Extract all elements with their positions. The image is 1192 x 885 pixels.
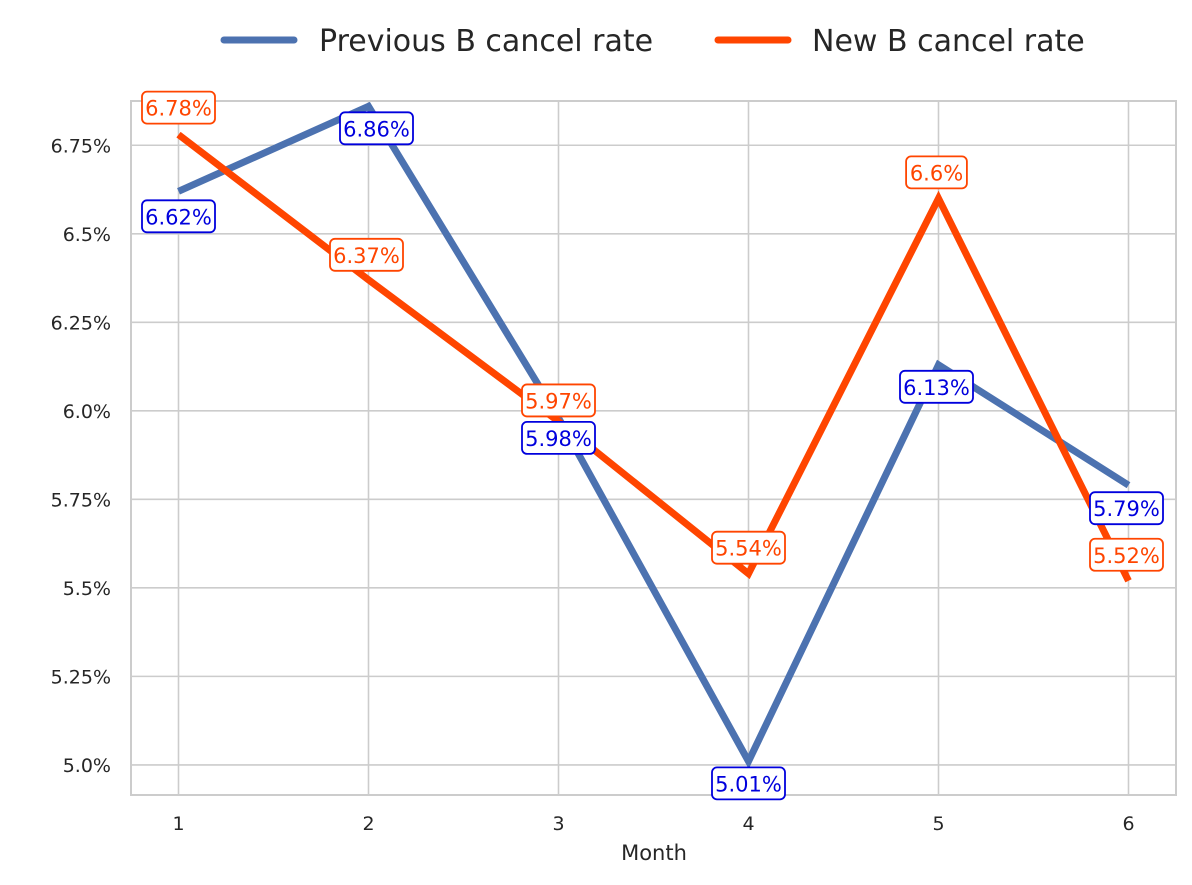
data-label-box (899, 369, 974, 404)
y-tick-label: 6.25% (51, 312, 111, 334)
x-tick-label: 2 (362, 813, 374, 835)
legend-label-new: New B cancel rate (812, 24, 1085, 59)
plot-area: 5.0% 5.25% 5.5% 5.75% 6.0% 6.25% 6.5% 6.75% 1 2 3 4… (51, 90, 1177, 835)
data-label-box (711, 766, 786, 801)
data-label-box (521, 421, 596, 455)
data-label: 6.37% (333, 244, 400, 268)
data-label: 5.97% (525, 389, 592, 413)
data-label-box (329, 237, 404, 272)
data-label: 5.01% (715, 772, 782, 796)
data-label: 5.52% (1093, 544, 1160, 568)
data-label: 5.98% (525, 427, 592, 451)
y-tick-label: 5.5% (63, 578, 111, 600)
data-label: 5.79% (1093, 497, 1160, 521)
legend: Previous B cancel rate New B cancel rate (220, 24, 1085, 59)
data-label-box (141, 90, 216, 125)
x-axis-label: Month (621, 841, 687, 865)
data-label-box (141, 199, 216, 234)
legend-label-previous: Previous B cancel rate (319, 24, 653, 59)
data-label: 6.62% (145, 205, 212, 229)
x-tick-label: 5 (932, 813, 944, 835)
x-tick-label: 3 (552, 813, 564, 835)
data-label-box (905, 155, 968, 190)
x-tick-label: 1 (172, 813, 184, 835)
plot-frame (130, 100, 1177, 796)
x-tick-label: 6 (1122, 813, 1134, 835)
y-tick-label: 5.75% (51, 489, 111, 511)
data-label-box (339, 111, 414, 146)
y-tick-label: 6.0% (63, 401, 111, 423)
data-label-box (1089, 537, 1164, 572)
data-label: 6.13% (903, 376, 970, 400)
data-label: 6.86% (343, 117, 410, 141)
data-label: 5.54% (715, 537, 782, 561)
data-label: 6.78% (145, 97, 212, 121)
y-tick-label: 5.25% (51, 666, 111, 688)
data-label: 6.6% (910, 161, 963, 185)
y-tick-label: 5.0% (63, 755, 111, 777)
data-label-box (711, 530, 786, 565)
y-tick-label: 6.5% (63, 224, 111, 246)
data-label-box (1089, 491, 1164, 526)
y-tick-label: 6.75% (51, 135, 111, 157)
data-label-box (521, 383, 596, 418)
plot-background (131, 101, 1176, 795)
x-tick-label: 4 (742, 813, 754, 835)
